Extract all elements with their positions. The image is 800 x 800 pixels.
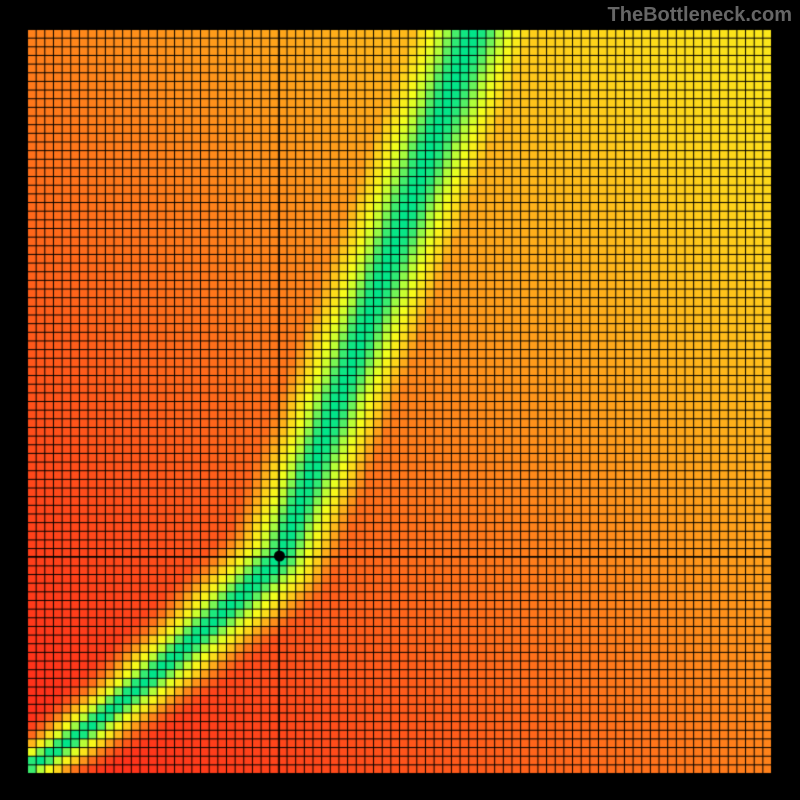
watermark-label: TheBottleneck.com xyxy=(608,4,792,27)
chart-container: TheBottleneck.com xyxy=(0,0,800,800)
crosshair-overlay xyxy=(0,0,800,800)
